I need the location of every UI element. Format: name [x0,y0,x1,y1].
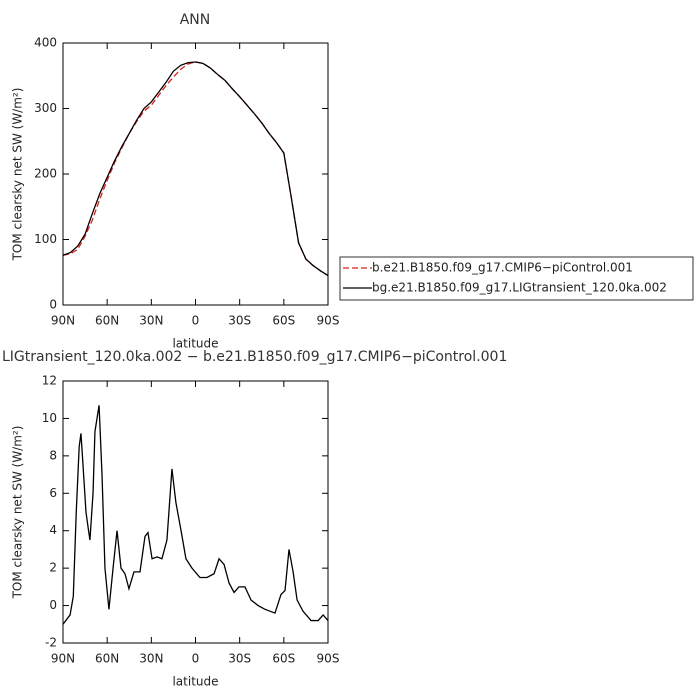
x-tick-label: 30N [139,652,163,666]
x-tick-label: 90S [317,314,340,328]
series-line [62,61,329,277]
data-line [62,405,329,625]
plot-frame [62,42,329,306]
legend-label: b.e21.B1850.f09_g17.CMIP6−piControl.001 [372,261,633,275]
x-tick-label: 60S [272,652,295,666]
x-axis-label: latitude [172,337,218,351]
x-axis-label: latitude [172,675,218,689]
x-tick-label: 0 [192,314,200,328]
y-tick-label: -2 [45,636,57,650]
y-tick-label: 8 [49,448,57,462]
y-tick-label: 10 [42,411,57,425]
x-tick-label: 30N [139,314,163,328]
legend-box [339,256,694,301]
x-tick-label: 60N [95,314,119,328]
y-tick-label: 0 [49,298,57,312]
x-tick-label: 30S [228,314,251,328]
x-tick-label: 90N [51,314,75,328]
x-tick-label: 0 [192,652,200,666]
chart-title: ANN [180,12,211,28]
x-tick-label: 90S [317,652,340,666]
y-axis-label: TOM clearsky net SW (W/m²) [11,426,25,600]
y-tick-label: 200 [34,167,57,181]
x-tick-label: 90N [51,652,75,666]
y-tick-label: 2 [49,561,57,575]
x-tick-label: 60N [95,652,119,666]
x-tick-label: 60S [272,314,295,328]
y-tick-label: 4 [49,523,57,537]
y-tick-label: 12 [42,374,57,388]
y-tick-label: 100 [34,232,57,246]
series-line [62,61,329,277]
y-tick-label: 6 [49,486,57,500]
y-axis-label: TOM clearsky net SW (W/m²) [11,88,25,262]
legend-label: bg.e21.B1850.f09_g17.LIGtransient_120.0k… [372,281,667,295]
plot-frame [62,380,329,644]
x-tick-label: 30S [228,652,251,666]
y-tick-label: 0 [49,598,57,612]
y-tick-label: 400 [34,36,57,50]
chart-title: LIGtransient_120.0ka.002 − b.e21.B1850.f… [2,349,507,365]
y-tick-label: 300 [34,101,57,115]
